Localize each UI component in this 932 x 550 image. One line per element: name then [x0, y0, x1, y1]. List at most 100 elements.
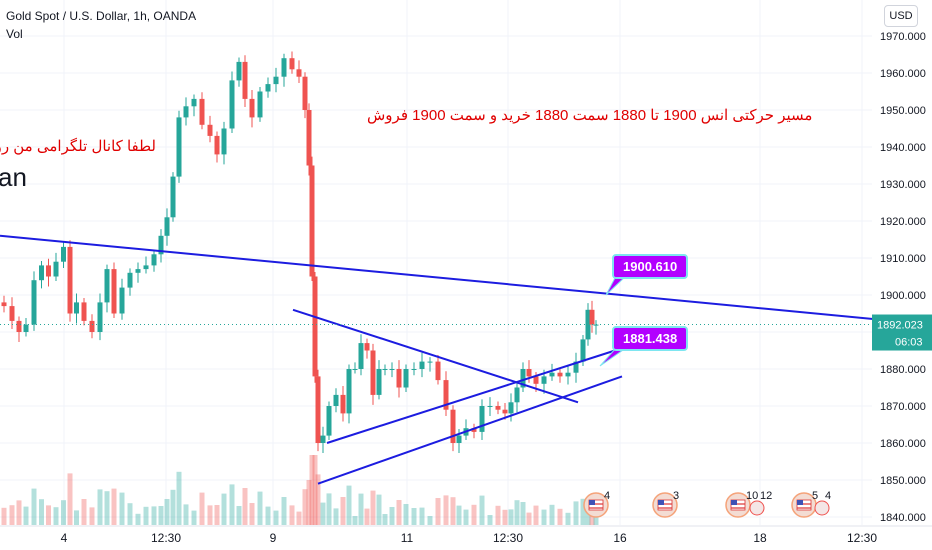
axis-background — [872, 0, 932, 550]
event-count: 3 — [673, 490, 679, 502]
volume-bar — [306, 480, 312, 525]
event-flag-icon — [814, 500, 830, 516]
callout-upper[interactable]: 1900.610 — [612, 254, 689, 279]
volume-bar — [281, 497, 287, 525]
volume-bar — [221, 493, 227, 525]
event-count: 12 — [760, 490, 772, 502]
volume-bar — [199, 492, 205, 525]
volume-bar — [389, 507, 395, 525]
volume-bar — [580, 498, 586, 525]
time-tick-label: 9 — [270, 531, 277, 545]
volume-bar — [541, 509, 547, 525]
candle-body — [89, 320, 95, 332]
candle-body — [9, 306, 15, 321]
callout-lower[interactable]: 1881.438 — [612, 326, 689, 351]
candle-body — [97, 302, 103, 332]
volume-bar — [176, 471, 182, 525]
volume-bar — [403, 504, 409, 525]
volume-bar — [74, 510, 79, 525]
volume-bar — [309, 455, 315, 525]
price-tick-label: 1940.000 — [880, 142, 926, 154]
event-badges[interactable]: 4 3 10 12 5 4 — [583, 490, 831, 518]
candle-body — [127, 272, 133, 288]
candle-body — [396, 369, 402, 388]
volume-bar — [9, 505, 15, 525]
volume-bar — [456, 505, 462, 525]
currency-button[interactable]: USD — [884, 5, 918, 27]
candle-body — [67, 246, 73, 314]
candle-body — [229, 80, 235, 129]
time-tick-label: 4 — [61, 531, 68, 545]
trendlines[interactable] — [0, 234, 932, 485]
candle-body — [593, 324, 599, 326]
volume-bar — [479, 495, 485, 525]
volume-bar — [183, 504, 189, 525]
candle-body — [502, 409, 508, 414]
volume-bar — [158, 506, 164, 525]
flag-canton — [731, 500, 737, 505]
text-fragment: an — [0, 162, 27, 192]
candle-body — [450, 409, 456, 443]
volume-bar — [31, 488, 37, 525]
candle-body — [456, 435, 462, 443]
event-flag-icon — [749, 500, 765, 516]
candle-body — [183, 106, 189, 118]
volume-bar — [39, 499, 44, 525]
current-price-tag — [872, 314, 932, 351]
price-tick-label: 1870.000 — [880, 401, 926, 413]
candle-body — [541, 376, 547, 384]
volume-bar — [526, 512, 532, 525]
volume-label[interactable]: Vol — [6, 27, 23, 41]
time-axis-background — [0, 526, 872, 550]
volume-bar — [396, 500, 402, 525]
volume-bar — [81, 499, 87, 525]
price-axis[interactable]: 1970.000 1960.000 1950.000 1940.000 1930.000… — [872, 0, 932, 550]
candle-body — [370, 350, 376, 395]
time-tick-label: 16 — [613, 531, 627, 545]
candle-body — [358, 343, 364, 369]
candle-body — [265, 84, 271, 92]
volume-bar — [520, 502, 526, 525]
volume-bar — [135, 513, 141, 525]
volume-bar — [273, 510, 279, 525]
volume-bar — [358, 493, 364, 525]
volume-bar — [265, 506, 271, 525]
volume-bar — [143, 506, 149, 525]
volume-bar — [249, 503, 255, 525]
volume-bar — [89, 507, 95, 525]
volume-bar — [333, 508, 339, 525]
candle-body — [520, 369, 526, 388]
price-tick-label: 1880.000 — [880, 364, 926, 376]
candle-body — [1, 302, 7, 307]
candle-body — [111, 269, 117, 314]
volume-bar — [471, 504, 477, 525]
candle-body — [389, 369, 395, 370]
volume-bar — [296, 511, 302, 525]
candle-body — [495, 406, 501, 410]
candle-body — [236, 61, 242, 81]
volume-bars — [1, 455, 599, 525]
candle-body — [487, 406, 493, 407]
time-axis[interactable]: 4 12:30 9 11 12:30 16 18 12:30 — [0, 525, 932, 550]
volume-bar — [1, 507, 7, 525]
candle-body — [191, 98, 197, 107]
volume-bar — [97, 489, 103, 525]
symbol-title[interactable]: Gold Spot / U.S. Dollar, 1h, OANDA — [6, 9, 197, 23]
candle-body — [312, 276, 318, 377]
candle-body — [419, 361, 425, 369]
candle-body — [364, 343, 370, 351]
candle-body — [221, 128, 227, 155]
volume-bar — [312, 455, 318, 525]
volume-bar — [508, 509, 514, 525]
candle-body — [296, 69, 302, 77]
candle-body — [158, 235, 164, 255]
volume-bar — [382, 514, 388, 525]
candle-body — [74, 302, 79, 314]
price-tick-label: 1970.000 — [880, 31, 926, 43]
volume-bar — [320, 502, 326, 525]
candle-body — [46, 265, 51, 277]
volume-bar — [151, 506, 157, 525]
volume-bar — [170, 489, 176, 525]
price-tick-label: 1960.000 — [880, 68, 926, 80]
